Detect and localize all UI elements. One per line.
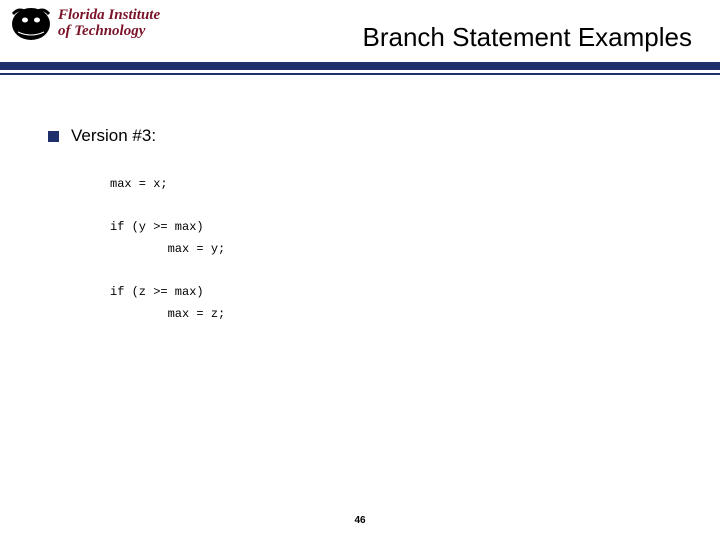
header-rule (0, 62, 720, 75)
bullet-marker (48, 131, 59, 142)
rule-thick (0, 62, 720, 70)
logo-line-2: of Technology (58, 24, 160, 40)
bullet-item: Version #3: (48, 126, 668, 146)
slide-content: Version #3: max = x; if (y >= max) max =… (48, 126, 668, 325)
panther-icon (10, 4, 52, 44)
logo-text: Florida Institute of Technology (58, 8, 160, 40)
slide-header: Florida Institute of Technology Branch S… (0, 0, 720, 62)
page-number: 46 (0, 515, 720, 526)
rule-thin (0, 73, 720, 75)
logo-line-1: Florida Institute (58, 8, 160, 24)
bullet-label: Version #3: (71, 126, 156, 146)
code-block: max = x; if (y >= max) max = y; if (z >=… (110, 174, 668, 325)
slide-title: Branch Statement Examples (363, 22, 693, 53)
institution-logo: Florida Institute of Technology (10, 4, 160, 44)
